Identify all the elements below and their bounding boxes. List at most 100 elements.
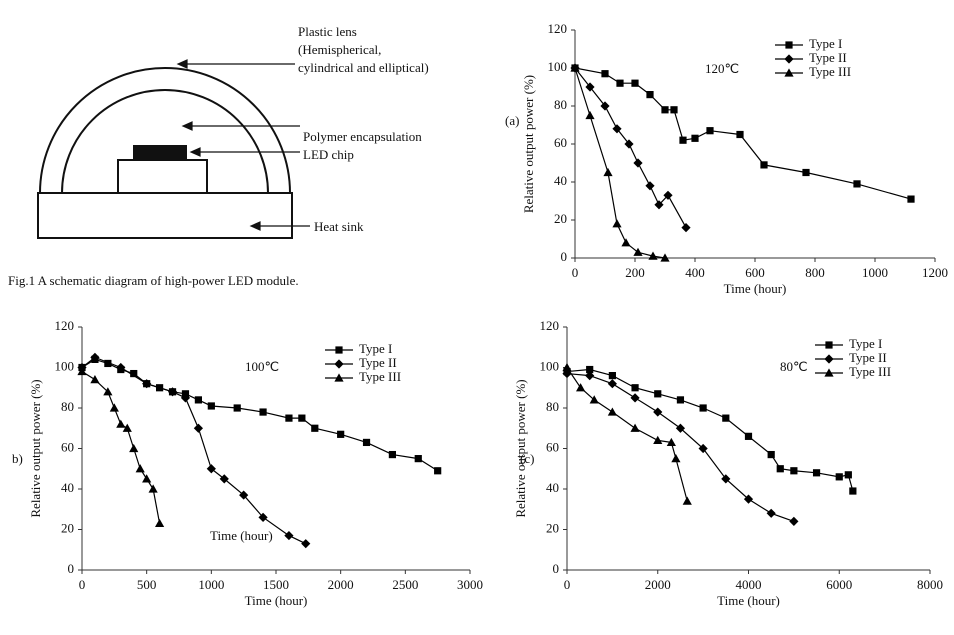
point bbox=[600, 101, 610, 111]
point bbox=[648, 251, 658, 260]
point bbox=[194, 396, 202, 404]
point bbox=[853, 180, 861, 188]
point bbox=[258, 512, 268, 522]
legend-label: Type III bbox=[809, 64, 851, 79]
point bbox=[130, 369, 138, 378]
y-tick-label: 80 bbox=[61, 399, 74, 414]
outer-lens bbox=[39, 67, 291, 194]
point bbox=[148, 484, 158, 493]
x-tick-label: 1500 bbox=[263, 577, 289, 592]
y-tick-label: 40 bbox=[554, 173, 567, 188]
point bbox=[239, 490, 249, 500]
point bbox=[601, 70, 609, 78]
point bbox=[760, 161, 768, 169]
annotation: 100℃ bbox=[245, 359, 279, 374]
point bbox=[585, 82, 595, 92]
point bbox=[155, 518, 165, 528]
point bbox=[698, 443, 708, 454]
x-tick-label: 0 bbox=[79, 577, 86, 592]
chart: 0 20 40 60 80 100 120 0 500 1000 1500 2000 2500 3000 T… bbox=[12, 318, 483, 608]
point bbox=[633, 247, 643, 256]
point bbox=[699, 404, 707, 412]
lens-label: (Hemispherical, bbox=[298, 42, 381, 57]
point bbox=[721, 474, 731, 484]
legend-marker bbox=[784, 68, 794, 77]
legend-label: Type I bbox=[809, 36, 842, 51]
point bbox=[103, 387, 113, 396]
led-chip bbox=[133, 145, 187, 160]
series-line bbox=[81, 356, 307, 545]
point bbox=[116, 362, 126, 373]
point bbox=[576, 383, 586, 392]
point bbox=[77, 366, 87, 376]
y-tick-label: 80 bbox=[546, 399, 559, 414]
point bbox=[562, 368, 572, 379]
point bbox=[907, 195, 915, 203]
point bbox=[219, 474, 229, 484]
legend-label: Type II bbox=[809, 50, 847, 65]
y-tick-label: 0 bbox=[68, 561, 75, 576]
point bbox=[679, 136, 687, 144]
chip-label: LED chip bbox=[303, 147, 354, 162]
point bbox=[812, 469, 821, 477]
point bbox=[621, 238, 631, 247]
heat-sink bbox=[37, 192, 293, 239]
point bbox=[116, 419, 126, 428]
point bbox=[311, 424, 319, 432]
heatsink-label: Heat sink bbox=[314, 219, 364, 234]
y-tick-label: 100 bbox=[55, 358, 75, 373]
point bbox=[109, 403, 119, 412]
y-tick-label: 60 bbox=[546, 439, 559, 454]
encapsulation-label: Polymer encapsulation bbox=[303, 129, 422, 144]
point bbox=[744, 432, 753, 440]
point bbox=[776, 465, 784, 473]
point bbox=[743, 494, 754, 504]
legend-marker bbox=[334, 359, 344, 369]
point bbox=[646, 91, 654, 99]
point bbox=[388, 450, 396, 459]
y-tick-label: 120 bbox=[548, 21, 568, 36]
point bbox=[259, 408, 267, 416]
x-tick-label: 500 bbox=[137, 577, 157, 592]
point bbox=[661, 106, 669, 114]
x-tick-label: 3000 bbox=[457, 577, 483, 592]
x-tick-label: 800 bbox=[805, 265, 825, 280]
point bbox=[676, 396, 685, 404]
series-line bbox=[566, 368, 854, 492]
point bbox=[206, 464, 216, 474]
point bbox=[722, 414, 730, 422]
series-line bbox=[574, 67, 666, 259]
x-tick-label: 200 bbox=[625, 265, 645, 280]
point bbox=[789, 516, 799, 526]
y-tick-label: 120 bbox=[540, 318, 560, 333]
point bbox=[589, 395, 599, 404]
point bbox=[285, 414, 293, 422]
y-tick-label: 40 bbox=[61, 480, 74, 495]
point bbox=[633, 158, 643, 168]
y-tick-label: 100 bbox=[548, 59, 568, 74]
y-tick-label: 20 bbox=[546, 520, 559, 535]
point bbox=[434, 467, 442, 475]
y-axis-label: Relative output power (%) bbox=[513, 379, 528, 517]
inner-lens bbox=[61, 89, 269, 194]
y-tick-label: 60 bbox=[554, 135, 567, 150]
point bbox=[631, 79, 639, 87]
point bbox=[671, 454, 681, 463]
chip-base bbox=[117, 159, 208, 194]
caption: Fig.1 A schematic diagram of high-power … bbox=[8, 273, 299, 288]
point bbox=[90, 352, 100, 362]
y-tick-label: 0 bbox=[553, 561, 560, 576]
panel-label: (a) bbox=[505, 113, 519, 128]
point bbox=[630, 393, 640, 403]
point bbox=[681, 223, 691, 233]
x-tick-label: 1000 bbox=[862, 265, 888, 280]
legend-marker bbox=[334, 373, 344, 382]
x-tick-label: 1200 bbox=[922, 265, 948, 280]
y-tick-label: 120 bbox=[55, 318, 75, 333]
point bbox=[104, 359, 112, 368]
point bbox=[167, 387, 178, 397]
chart: 0 20 40 60 80 100 120 0 2000 4000 6000 8000 Time (ho… bbox=[513, 318, 943, 608]
point bbox=[654, 390, 662, 398]
lens-label: Plastic lens bbox=[298, 24, 357, 39]
x-tick-label: 2000 bbox=[645, 577, 671, 592]
